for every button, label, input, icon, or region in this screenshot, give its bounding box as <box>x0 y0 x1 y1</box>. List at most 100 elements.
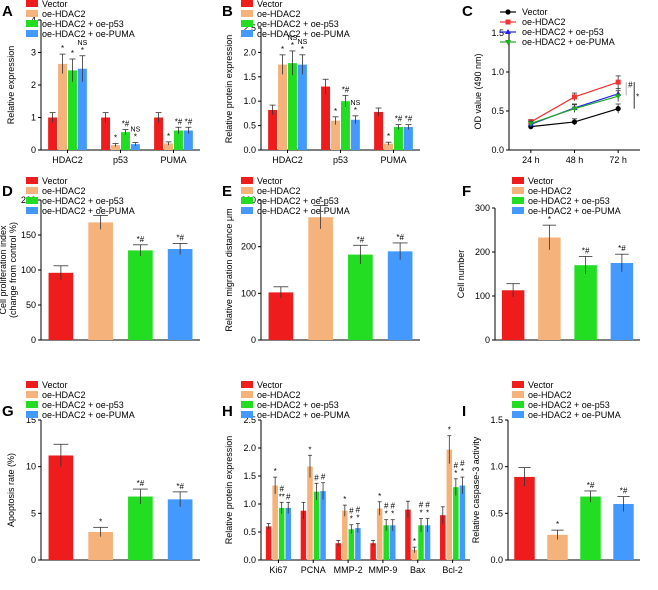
significance-label: *# <box>396 233 404 242</box>
y-tick-label: 0 <box>485 335 490 345</box>
significance-label: * <box>291 41 294 50</box>
legend-swatch <box>512 197 524 204</box>
bar <box>268 109 278 150</box>
x-tick-label: MMP-2 <box>334 565 363 575</box>
legend-label: oe-HDAC2 + oe-PUMA <box>42 206 135 216</box>
legend-swatch <box>512 187 524 194</box>
significance-label: *# <box>357 235 365 244</box>
significance-label: # <box>454 461 459 470</box>
legend-swatch <box>512 391 524 398</box>
data-point <box>615 79 621 85</box>
legend-swatch <box>26 391 38 398</box>
legend-label: oe-HDAC2 + oe-PUMA <box>522 37 615 47</box>
y-axis-label: Cell number <box>456 250 466 299</box>
y-tick-label: 100 <box>241 288 256 298</box>
legend-label: Vector <box>257 176 283 186</box>
significance-label: # <box>279 484 284 493</box>
legend-swatch <box>241 20 253 27</box>
bar <box>308 217 333 340</box>
significance-label: *# <box>405 115 413 124</box>
x-tick-label: 72 h <box>609 155 627 165</box>
bar <box>288 63 297 150</box>
data-point <box>571 119 578 125</box>
y-tick-label: 0.5 <box>243 121 256 131</box>
x-tick-label: MMP-9 <box>368 565 397 575</box>
y-axis-label: Relative caspase-3 activity <box>471 436 481 543</box>
y-tick-label: 100 <box>21 265 36 275</box>
x-tick-label: HDAC2 <box>272 155 303 165</box>
significance-label: * <box>356 514 359 523</box>
legend-swatch <box>26 381 38 388</box>
legend-label: oe-HDAC2 + oe-PUMA <box>42 29 135 39</box>
bar <box>167 249 193 340</box>
significance-label: ** <box>279 492 285 501</box>
legend-swatch <box>241 411 253 418</box>
bar <box>335 543 342 560</box>
bar <box>268 292 294 340</box>
bar <box>300 510 307 560</box>
bar <box>307 466 313 560</box>
significance-label: *# <box>176 482 184 491</box>
bar <box>355 528 361 560</box>
y-tick-label: 0.0 <box>243 555 256 565</box>
panel-d: D050100150200Cell proliferation index(ch… <box>0 176 200 345</box>
y-axis-label: Relative migration distance μm <box>224 208 234 331</box>
panel-label: H <box>222 403 233 420</box>
bracket-label: # <box>628 81 633 90</box>
bar <box>154 117 164 150</box>
significance-label: *# <box>137 235 145 244</box>
bar <box>167 499 193 560</box>
x-tick-label: PUMA <box>160 155 186 165</box>
significance-label: # <box>356 506 361 515</box>
bar <box>297 64 307 150</box>
y-tick-label: 50 <box>26 300 36 310</box>
x-tick-label: p53 <box>333 155 348 165</box>
legend-marker <box>505 19 511 25</box>
legend-label: Vector <box>42 380 68 390</box>
legend-label: oe-HDAC2 + oe-PUMA <box>42 410 135 420</box>
y-tick-label: 200 <box>241 242 256 252</box>
significance-label: * <box>426 509 429 518</box>
significance-label: # <box>425 501 430 510</box>
legend-label: oe-HDAC2 + oe-p53 <box>257 19 339 29</box>
significance-label: * <box>385 510 388 519</box>
legend-label: oe-HDAC2 <box>42 9 86 19</box>
panel-label: E <box>222 183 232 200</box>
y-tick-label: 200 <box>475 247 490 257</box>
bar <box>313 491 320 560</box>
bar <box>350 119 360 150</box>
significance-label: * <box>454 469 457 478</box>
legend-swatch <box>241 197 253 204</box>
bar <box>77 68 87 150</box>
y-tick-label: 150 <box>21 230 36 240</box>
y-tick-label: 2.0 <box>243 47 256 57</box>
bar <box>320 491 326 560</box>
legend-swatch <box>512 177 524 184</box>
data-point <box>571 106 578 112</box>
significance-label: *# <box>618 244 626 253</box>
significance-label: * <box>448 426 451 435</box>
bar <box>387 251 413 340</box>
x-tick-label: HDAC2 <box>52 155 83 165</box>
significance-label: * <box>350 515 353 524</box>
bracket-label: * <box>636 92 639 101</box>
legend-label: oe-HDAC2 + oe-p53 <box>528 196 610 206</box>
legend-label: oe-HDAC2 + oe-p53 <box>522 27 604 37</box>
panel-label: G <box>2 403 14 420</box>
significance-label: * <box>274 467 277 476</box>
significance-label: * <box>378 492 381 501</box>
bar <box>453 487 459 560</box>
legend-swatch <box>512 411 524 418</box>
panel-a: A01234Relative expressionVectoroe-HDAC2o… <box>2 0 200 165</box>
bar <box>130 144 140 150</box>
bar <box>101 117 111 150</box>
bar <box>580 496 601 560</box>
significance-label: * <box>354 106 357 115</box>
significance-label: *# <box>176 233 184 242</box>
legend-label: Vector <box>528 380 554 390</box>
bar <box>446 449 453 560</box>
bar <box>394 127 403 150</box>
legend-swatch <box>26 197 38 204</box>
legend-swatch <box>241 0 253 7</box>
